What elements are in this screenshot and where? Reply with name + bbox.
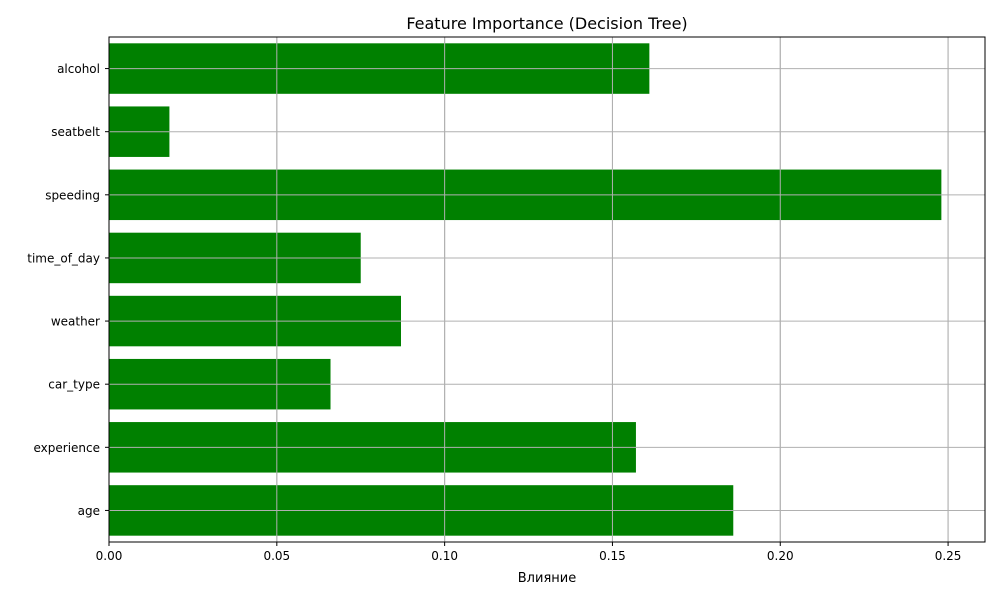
x-axis-ticks: 0.00 0.05 0.10 0.15 0.20 0.25: [96, 542, 962, 563]
x-tick-label: 0.10: [431, 549, 458, 563]
y-tick-label-experience: experience: [33, 441, 100, 455]
y-tick-label-car_type: car_type: [48, 378, 100, 392]
y-tick-label-seatbelt: seatbelt: [51, 125, 100, 139]
x-tick-label: 0.15: [599, 549, 626, 563]
y-tick-label-speeding: speeding: [45, 188, 100, 202]
bars: [108, 37, 985, 542]
y-axis-ticks: age experience car_type weather time_of_day s…: [27, 62, 109, 518]
x-tick-label: 0.05: [263, 549, 290, 563]
y-tick-label-alcohol: alcohol: [57, 62, 100, 76]
x-tick-label: 0.25: [935, 549, 962, 563]
y-tick-label-weather: weather: [51, 315, 100, 329]
y-tick-label-time_of_day: time_of_day: [27, 251, 100, 265]
chart-title: Feature Importance (Decision Tree): [406, 14, 687, 33]
x-axis-label: Влияние: [518, 571, 576, 586]
y-tick-label-age: age: [78, 504, 100, 518]
x-tick-label: 0.00: [96, 549, 123, 563]
plot-frame: [108, 36, 986, 543]
x-tick-label: 0.20: [767, 549, 794, 563]
